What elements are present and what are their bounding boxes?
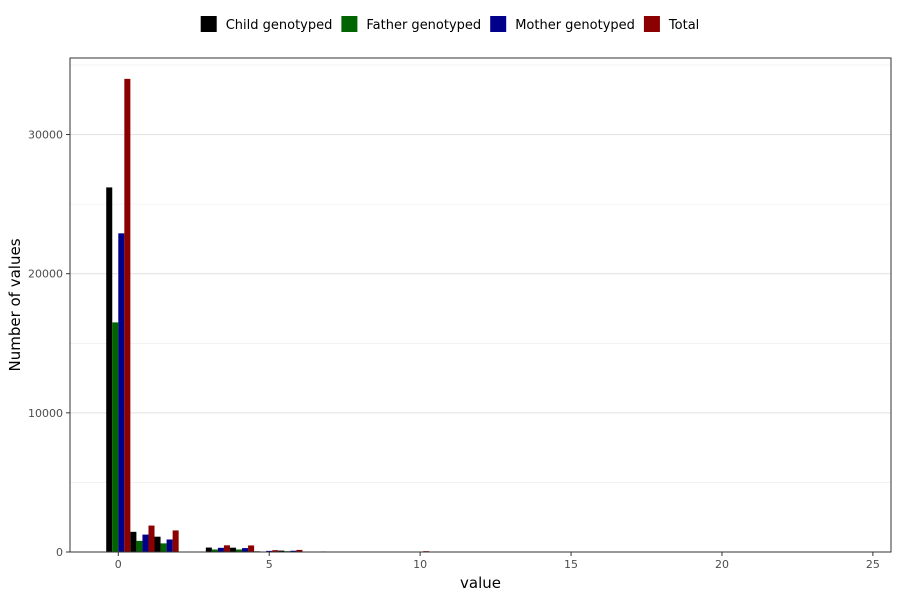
legend: Child genotyped Father genotyped Mother ge… bbox=[200, 16, 699, 33]
bar bbox=[278, 550, 285, 552]
bar bbox=[205, 547, 212, 552]
bar bbox=[136, 540, 143, 552]
legend-label: Child genotyped bbox=[226, 18, 333, 33]
y-tick-label: 0 bbox=[56, 546, 63, 559]
legend-swatch bbox=[643, 16, 660, 32]
bar bbox=[118, 233, 125, 552]
bar bbox=[160, 543, 167, 552]
legend-item: Total bbox=[643, 16, 699, 33]
bar bbox=[172, 530, 179, 552]
y-axis: 0 10000 20000 30000 bbox=[28, 129, 70, 559]
y-axis-title: Number of values bbox=[6, 238, 24, 371]
bar bbox=[242, 548, 249, 552]
bar bbox=[296, 549, 303, 552]
bar bbox=[229, 547, 237, 552]
bar bbox=[290, 550, 297, 552]
x-tick-label: 20 bbox=[715, 558, 729, 571]
legend-item: Mother genotyped bbox=[490, 16, 635, 33]
bar bbox=[248, 545, 255, 552]
bar bbox=[142, 534, 149, 552]
x-axis: 0 5 10 15 20 25 bbox=[115, 552, 880, 571]
legend-swatch bbox=[200, 16, 217, 32]
y-tick-label: 10000 bbox=[28, 407, 63, 420]
legend-swatch bbox=[341, 16, 358, 32]
legend-swatch bbox=[490, 16, 507, 32]
bar bbox=[223, 545, 230, 552]
y-tick-label: 30000 bbox=[28, 129, 63, 142]
bar bbox=[106, 187, 113, 553]
legend-label: Mother genotyped bbox=[515, 18, 635, 33]
legend-label: Father genotyped bbox=[366, 18, 481, 33]
y-tick-label: 20000 bbox=[28, 268, 63, 281]
legend-item: Child genotyped bbox=[200, 16, 333, 33]
x-tick-label: 25 bbox=[866, 558, 880, 571]
bar bbox=[148, 525, 155, 552]
bar bbox=[217, 547, 224, 552]
bar bbox=[130, 531, 137, 552]
bar bbox=[166, 539, 173, 552]
bar bbox=[211, 549, 218, 552]
bar bbox=[112, 322, 119, 552]
x-tick-label: 10 bbox=[413, 558, 427, 571]
x-tick-label: 5 bbox=[266, 558, 273, 571]
bar bbox=[124, 78, 131, 553]
bar bbox=[154, 536, 161, 552]
plot-border bbox=[69, 57, 892, 553]
legend-item: Father genotyped bbox=[341, 16, 481, 33]
bar bbox=[266, 550, 273, 552]
bar bbox=[236, 549, 243, 552]
plot-panel bbox=[70, 58, 891, 552]
legend-label: Total bbox=[668, 18, 699, 33]
x-axis-title: value bbox=[460, 574, 501, 592]
bar bbox=[272, 550, 279, 552]
x-tick-label: 15 bbox=[564, 558, 578, 571]
x-tick-label: 0 bbox=[115, 558, 122, 571]
